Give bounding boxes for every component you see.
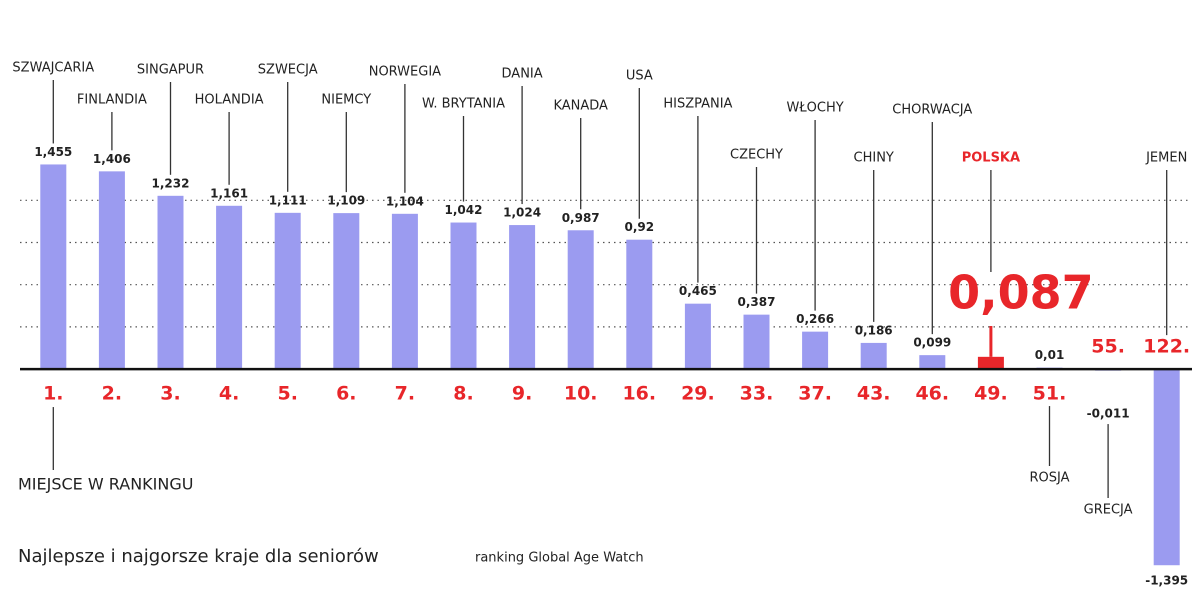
country-label: CHINY <box>854 151 894 166</box>
bar <box>509 225 536 370</box>
x-tick-label: 4. <box>219 383 239 405</box>
value-label: 1,042 <box>445 203 483 217</box>
value-label: 0,987 <box>562 211 600 225</box>
x-tick-label: 16. <box>622 383 656 405</box>
bar <box>802 331 829 370</box>
country-label: FINLANDIA <box>77 93 147 108</box>
bar <box>391 213 418 370</box>
value-label: 0,01 <box>1035 348 1065 362</box>
bar <box>333 213 360 370</box>
x-tick-label: 7. <box>395 383 415 405</box>
x-tick-label: 9. <box>512 383 532 405</box>
x-tick-label: 49. <box>974 383 1008 405</box>
x-tick-label: 2. <box>102 383 122 405</box>
bar <box>977 356 1004 370</box>
x-tick-label: 46. <box>915 383 949 405</box>
country-label: CHORWACJA <box>892 103 972 118</box>
x-tick-label: 51. <box>1033 383 1067 405</box>
axis-label: MIEJSCE W RANKINGU <box>18 475 193 494</box>
country-label: W. BRYTANIA <box>422 97 505 112</box>
x-tick-label: 43. <box>857 383 891 405</box>
value-label: 1,455 <box>34 145 72 159</box>
value-label: 1,024 <box>503 206 541 220</box>
x-tick-label: 37. <box>798 383 832 405</box>
value-label: 1,406 <box>93 152 131 166</box>
x-tick-label: 10. <box>564 383 598 405</box>
value-label: 0,465 <box>679 284 717 298</box>
x-tick-label: 8. <box>453 383 473 405</box>
country-label: HOLANDIA <box>195 93 264 108</box>
x-tick-label: 29. <box>681 383 715 405</box>
country-label: JEMEN <box>1145 151 1187 166</box>
x-tick-label: 1. <box>43 383 63 405</box>
bar <box>626 239 653 370</box>
country-label: POLSKA <box>962 151 1020 166</box>
bar <box>157 195 184 370</box>
bar <box>919 355 946 370</box>
bar <box>860 342 887 370</box>
chart-subtitle: ranking Global Age Watch <box>475 551 644 566</box>
country-label: SZWAJCARIA <box>12 61 94 76</box>
bar <box>450 222 477 370</box>
chart-title: Najlepsze i najgorsze kraje dla seniorów <box>18 546 379 567</box>
x-tick-label: 55. <box>1091 336 1125 358</box>
bar <box>40 164 67 370</box>
bar <box>567 230 594 370</box>
value-label: 1,232 <box>152 176 190 190</box>
value-label: 0,099 <box>913 336 951 350</box>
x-tick-label: 33. <box>740 383 774 405</box>
bar <box>216 205 243 370</box>
value-label: 0,087 <box>948 266 1094 320</box>
country-label: WŁOCHY <box>787 101 844 116</box>
bar <box>1153 369 1180 566</box>
country-label: KANADA <box>553 99 608 114</box>
value-label: 0,387 <box>738 295 776 309</box>
country-label: HISZPANIA <box>663 97 732 112</box>
value-label: 1,111 <box>269 193 307 207</box>
x-tick-label: 5. <box>277 383 297 405</box>
country-label: SZWECJA <box>258 63 318 78</box>
country-label: DANIA <box>502 67 543 82</box>
country-label: SINGAPUR <box>137 63 204 78</box>
bar <box>274 212 301 370</box>
country-label: NIEMCY <box>321 93 371 108</box>
value-label: 0,186 <box>855 323 893 337</box>
value-label: -1,395 <box>1145 574 1188 588</box>
bar <box>743 314 770 370</box>
x-tick-label: 3. <box>160 383 180 405</box>
value-label: 1,109 <box>327 194 365 208</box>
country-label: GRECJA <box>1084 503 1133 518</box>
value-label: -0,011 <box>1087 407 1130 421</box>
x-tick-label: 122. <box>1143 336 1190 358</box>
x-tick-label: 6. <box>336 383 356 405</box>
country-label: NORWEGIA <box>369 65 441 80</box>
country-label: ROSJA <box>1029 471 1069 486</box>
value-label: 0,266 <box>796 312 834 326</box>
value-label: 0,92 <box>624 220 654 234</box>
value-label: 1,104 <box>386 194 424 208</box>
country-label: USA <box>626 69 653 84</box>
value-label: 1,161 <box>210 186 248 200</box>
bar <box>98 171 125 370</box>
country-label: CZECHY <box>730 148 783 163</box>
bar <box>684 303 711 370</box>
